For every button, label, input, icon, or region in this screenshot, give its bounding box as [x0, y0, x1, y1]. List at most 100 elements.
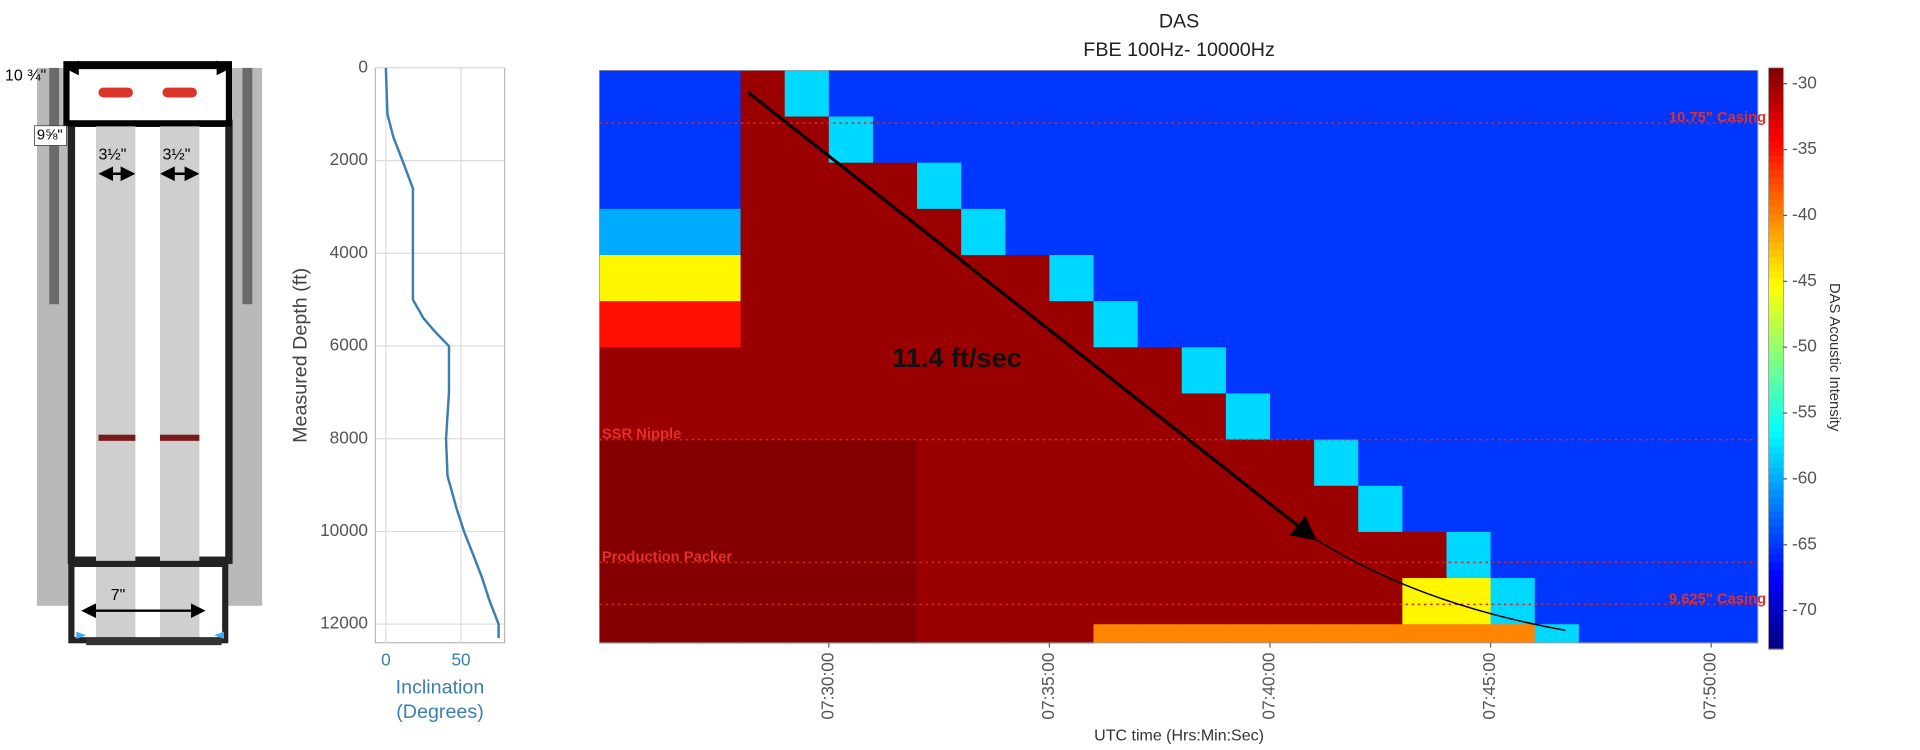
heatmap-cell: [1711, 347, 1759, 395]
heatmap-cell: [1049, 301, 1095, 348]
heatmap-cell: [1005, 162, 1051, 210]
heatmap-cell: [1578, 162, 1624, 210]
colorbar-segment: [1768, 583, 1784, 592]
x-axis-label: Inclination: [396, 676, 485, 698]
heatmap-cell: [1137, 531, 1183, 579]
plot-frame: [599, 70, 1758, 644]
heatmap-cell: [1578, 439, 1624, 487]
dimension-label: 7": [111, 587, 126, 604]
heatmap-cell: [1446, 578, 1492, 625]
heatmap-cell: [784, 255, 830, 302]
heatmap-cell: [961, 624, 1006, 644]
x-axis-label: UTC time (Hrs:Min:Sec): [1094, 727, 1264, 744]
colorbar-segment: [1768, 547, 1784, 556]
heatmap-cell: [1270, 116, 1315, 164]
heatmap-cell: [696, 439, 742, 487]
heatmap-cell: [1358, 301, 1403, 348]
heatmap-cell: [1490, 70, 1536, 118]
heatmap-cell: [1711, 70, 1759, 118]
heatmap-cell: [599, 116, 653, 164]
colorbar-tick-label: -35: [1792, 138, 1817, 158]
colorbar-tick-label: -70: [1792, 599, 1817, 619]
heatmap-cell: [1622, 347, 1668, 395]
heatmap-cell: [1093, 301, 1139, 348]
heatmap-cell: [1402, 439, 1448, 487]
colorbar-segment: [1768, 176, 1784, 185]
colorbar-segment: [1768, 612, 1784, 621]
colorbar-segment: [1768, 147, 1784, 156]
heatmap-cell: [961, 347, 1006, 395]
heatmap-cell: [784, 439, 830, 487]
heatmap-cell: [1578, 116, 1624, 164]
heatmap-cell: [740, 255, 786, 302]
heatmap-cell: [1490, 208, 1536, 256]
heatmap-cell: [917, 301, 962, 348]
heatmap-cell: [652, 485, 698, 533]
heatmap-cell: [1622, 578, 1668, 625]
heatmap-cell: [1137, 624, 1183, 644]
heatmap-cell: [1005, 393, 1051, 441]
colorbar-segment: [1768, 598, 1784, 606]
heatmap-cell: [1402, 116, 1448, 164]
heatmap-cell: [740, 393, 786, 441]
heatmap-cell: [961, 578, 1006, 625]
heatmap-cell: [696, 70, 742, 118]
plot-area: [374, 67, 506, 644]
x-tick-label: 07:35:00: [1038, 653, 1058, 720]
heatmap-cell: [740, 208, 786, 256]
heatmap-cell: [1314, 624, 1359, 644]
colorbar-segment: [1768, 67, 1784, 76]
colorbar-segment: [1768, 126, 1784, 134]
heatmap-cell: [1622, 393, 1668, 441]
heatmap-cell: [917, 439, 962, 487]
heatmap-cell: [1270, 531, 1315, 579]
heatmap-cell: [696, 255, 742, 302]
dimension-label: 10 ¾": [5, 68, 46, 85]
heatmap-cell: [599, 439, 653, 487]
colorbar-segment: [1768, 249, 1784, 258]
heatmap-cell: [1402, 70, 1448, 118]
x-tick-label: 07:30:00: [817, 653, 837, 720]
colorbar-segment: [1768, 409, 1784, 418]
heatmap-cell: [1402, 624, 1448, 644]
heatmap-cell: [1711, 208, 1759, 256]
colorbar-segment: [1768, 561, 1784, 570]
heatmap-cell: [740, 116, 786, 164]
heatmap-cell: [1622, 162, 1668, 210]
heatmap-cell: [1049, 578, 1095, 625]
heatmap-cell: [1711, 531, 1759, 579]
colorbar-segment: [1768, 481, 1784, 490]
colorbar-label: DAS Acoustic Intensity: [1826, 283, 1842, 432]
colorbar-segment: [1768, 329, 1784, 338]
heatmap-cell: [652, 347, 698, 395]
heatmap-cell: [961, 393, 1006, 441]
heatmap-cell: [599, 162, 653, 210]
heatmap-cell: [1446, 70, 1492, 118]
heatmap-cell: [652, 208, 698, 256]
heatmap-cell: [961, 208, 1006, 256]
tool: [98, 434, 136, 441]
heatmap-cell: [1622, 624, 1668, 644]
colorbar-segment: [1768, 380, 1784, 389]
heatmap-cell: [1225, 531, 1271, 579]
colorbar-segment: [1768, 184, 1784, 192]
heatmap-cell: [1578, 70, 1624, 118]
heatmap-cell: [1181, 208, 1227, 256]
heatmap-cell: [599, 531, 653, 579]
colorbar-segment: [1768, 532, 1784, 541]
colorbar-segment: [1768, 634, 1784, 643]
heatmap-cell: [784, 485, 830, 533]
heatmap-cell: [1446, 485, 1492, 533]
heatmap-cell: [1534, 347, 1580, 395]
heatmap-cell: [1181, 162, 1227, 210]
heatmap-cell: [1711, 439, 1759, 487]
heatmap-cell: [1402, 485, 1448, 533]
colorbar-segment: [1768, 518, 1784, 527]
heatmap-cell: [1314, 301, 1359, 348]
casing-wall: [242, 67, 253, 305]
heatmap-cell: [652, 162, 698, 210]
colorbar-segment: [1768, 358, 1784, 367]
heatmap-cell: [1711, 162, 1759, 210]
